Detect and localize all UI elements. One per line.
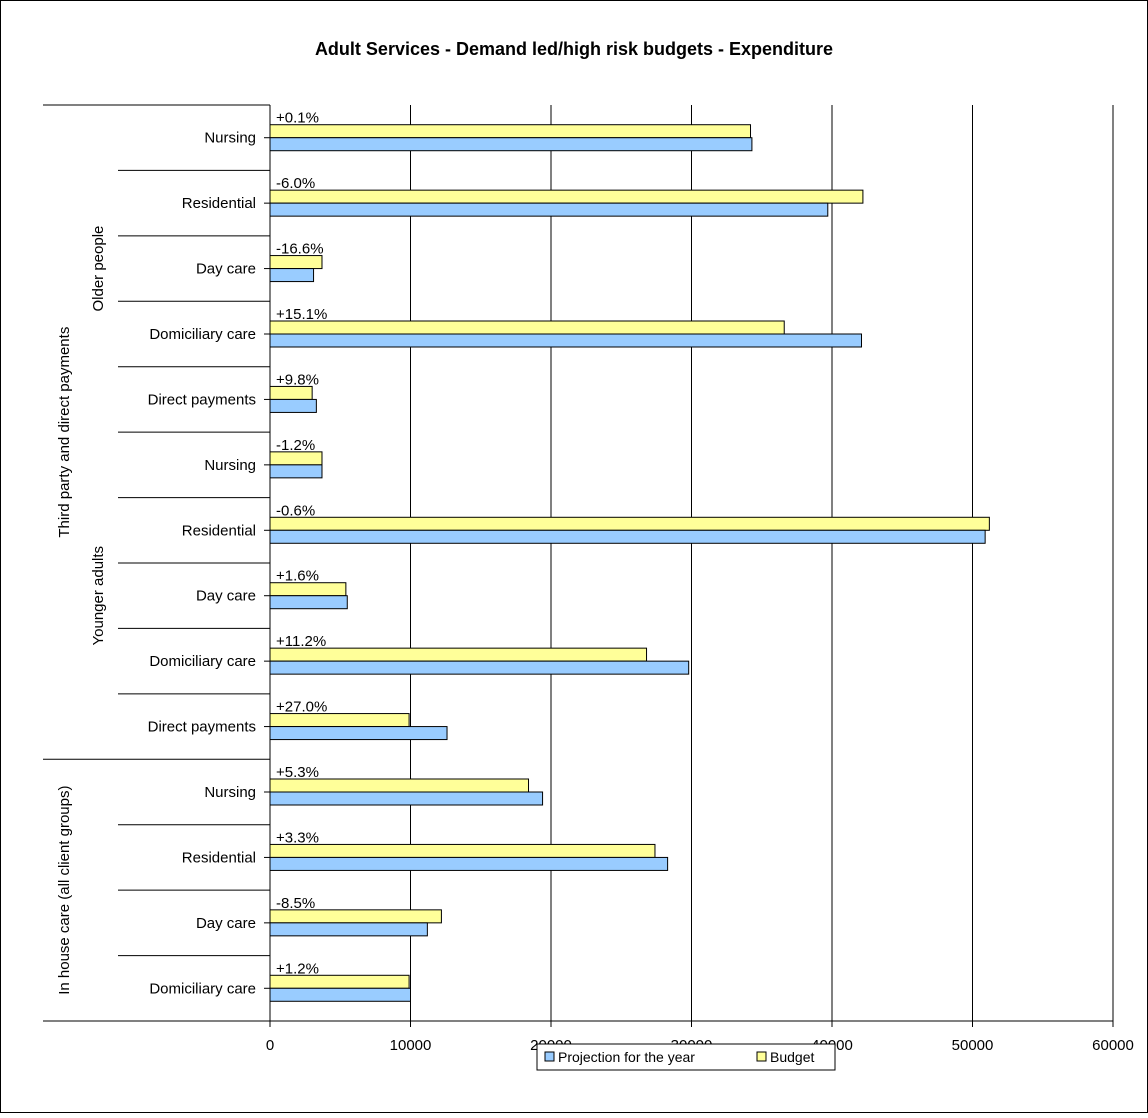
variance-label: -6.0%: [276, 175, 315, 192]
bar-budget: [269, 647, 648, 662]
legend-label-budget: Budget: [770, 1049, 814, 1065]
x-tick-label: 60000: [1092, 1037, 1134, 1054]
outer-group-label: In house care (all client groups): [56, 786, 73, 995]
inner-group-label: Younger adults: [90, 546, 107, 646]
category-label: Direct payments: [148, 391, 256, 408]
variance-label: +1.6%: [276, 568, 319, 585]
bar-projection: [269, 791, 544, 806]
bar-projection: [269, 660, 690, 675]
bar-projection: [269, 268, 315, 283]
outer-group-label: Third party and direct payments: [56, 327, 73, 538]
variance-label: -8.5%: [276, 895, 315, 912]
category-label: Day care: [196, 588, 256, 605]
legend-label-projection: Projection for the year: [558, 1049, 695, 1065]
category-label: Residential: [182, 849, 256, 866]
legend-swatch-budget: [756, 1051, 767, 1062]
variance-label: +5.3%: [276, 764, 319, 781]
bar-budget: [269, 320, 785, 335]
variance-label: +3.3%: [276, 829, 319, 846]
category-label: Domiciliary care: [149, 326, 256, 343]
category-axis-labels: Nursing Residential Day care Domiciliary ca…: [56, 130, 256, 998]
bar-projection: [269, 726, 448, 741]
axes: [43, 104, 1114, 1027]
variance-label: +0.1%: [276, 110, 319, 127]
bar-projection: [269, 398, 317, 413]
inner-group-label: Older people: [90, 226, 107, 312]
variance-label: +1.2%: [276, 960, 319, 977]
variance-label: -16.6%: [276, 241, 324, 258]
bar-budget: [269, 516, 990, 531]
bars: [269, 124, 990, 1002]
category-label: Day care: [196, 915, 256, 932]
legend-swatch-projection: [544, 1051, 555, 1062]
legend-box: [536, 1043, 836, 1071]
bar-projection: [269, 529, 986, 544]
bar-budget: [269, 124, 752, 139]
category-label: Nursing: [204, 784, 256, 801]
x-tick-label: 50000: [952, 1037, 994, 1054]
bar-projection: [269, 856, 669, 871]
category-label: Domiciliary care: [149, 980, 256, 997]
x-tick-label: 10000: [390, 1037, 432, 1054]
category-label: Nursing: [204, 130, 256, 147]
variance-label: +27.0%: [276, 699, 327, 716]
chart-title: Adult Services - Demand led/high risk bu…: [315, 39, 833, 59]
variance-label: -1.2%: [276, 437, 315, 454]
variance-labels: +0.1% -6.0% -16.6% +15.1% +9.8% -1.2% -0.6% +1.…: [276, 110, 327, 978]
category-label: Domiciliary care: [149, 653, 256, 670]
x-tick-label: 0: [266, 1037, 274, 1054]
bar-budget: [269, 843, 656, 858]
bar-projection: [269, 137, 753, 152]
bar-projection: [269, 333, 863, 348]
bar-projection: [269, 987, 411, 1002]
variance-label: +11.2%: [276, 633, 326, 650]
category-label: Nursing: [204, 457, 256, 474]
variance-label: +9.8%: [276, 371, 319, 388]
bar-budget: [269, 189, 864, 204]
category-label: Day care: [196, 261, 256, 278]
bar-projection: [269, 922, 428, 937]
variance-label: +15.1%: [276, 306, 327, 323]
category-label: Direct payments: [148, 719, 256, 736]
variance-label: -0.6%: [276, 502, 315, 519]
category-label: Residential: [182, 522, 256, 539]
bar-projection: [269, 595, 348, 610]
bar-projection: [269, 464, 323, 479]
legend: Projection for the year Budget: [536, 1043, 836, 1071]
bar-projection: [269, 202, 829, 217]
category-label: Residential: [182, 195, 256, 212]
